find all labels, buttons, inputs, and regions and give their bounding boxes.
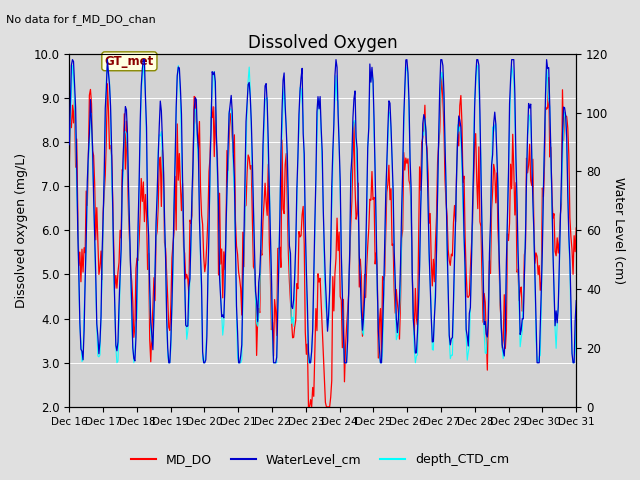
Text: No data for f_MD_DO_chan: No data for f_MD_DO_chan xyxy=(6,14,156,25)
Title: Dissolved Oxygen: Dissolved Oxygen xyxy=(248,34,397,52)
Y-axis label: Dissolved oxygen (mg/L): Dissolved oxygen (mg/L) xyxy=(15,153,28,308)
Y-axis label: Water Level (cm): Water Level (cm) xyxy=(612,177,625,284)
Legend: MD_DO, WaterLevel_cm, depth_CTD_cm: MD_DO, WaterLevel_cm, depth_CTD_cm xyxy=(126,448,514,471)
Text: GT_met: GT_met xyxy=(105,55,154,68)
